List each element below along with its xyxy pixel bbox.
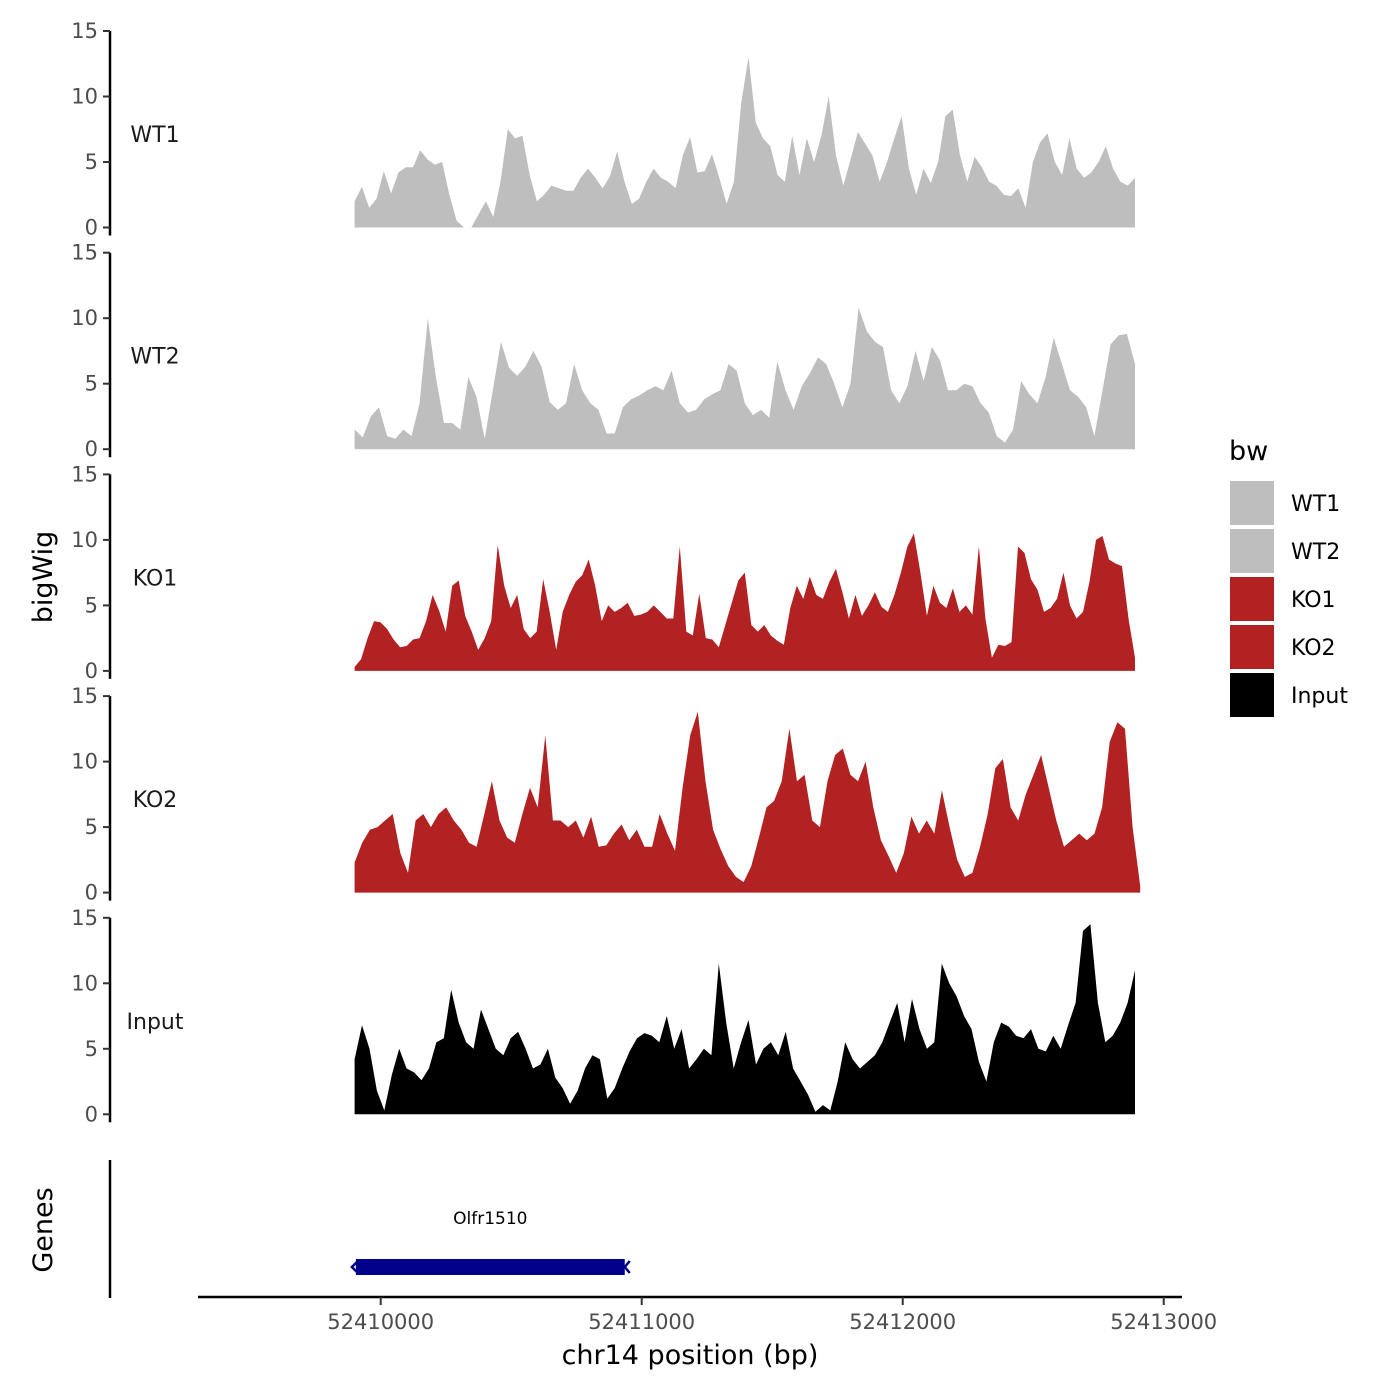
x-tick-label: 52413000 (1110, 1310, 1217, 1334)
y-tick-label: 5 (85, 593, 98, 617)
x-axis: 52410000 52411000 52412000 52413000 (198, 1295, 1217, 1334)
gene-strand-arrow (350, 1260, 359, 1274)
y-tick-label: 0 (85, 1102, 98, 1126)
gene-body-olfr1510 (355, 1259, 625, 1275)
track-label-wt1: WT1 (130, 123, 179, 148)
legend-title: bw (1229, 436, 1268, 467)
gene-end-mark (618, 1260, 631, 1274)
y-tick-label: 10 (71, 750, 98, 774)
y-tick-label: 10 (71, 971, 98, 995)
y-tick-label: 0 (85, 659, 98, 683)
legend-key-input (1228, 671, 1276, 719)
x-tick-label: 52411000 (588, 1310, 695, 1334)
legend: bw WT1 WT2 KO1 KO2 Input (1228, 436, 1348, 719)
track-label-ko1: KO1 (133, 566, 178, 591)
track-wt2: 0 5 10 15 WT2 (71, 241, 1136, 461)
y-tick-label: 5 (85, 1037, 98, 1061)
gene-track: Olfr1510 (108, 1160, 631, 1298)
legend-label-wt2: WT2 (1291, 540, 1340, 565)
x-tick-label: 52412000 (849, 1310, 956, 1334)
y-tick-label: 15 (71, 684, 98, 708)
y-axis-title: bigWig (28, 531, 59, 624)
y-tick-label: 0 (85, 216, 98, 240)
y-tick-label: 0 (85, 437, 98, 461)
y-tick-label: 10 (71, 528, 98, 552)
y-tick-label: 5 (85, 372, 98, 396)
legend-label-ko2: KO2 (1291, 636, 1336, 661)
y-tick-label: 15 (71, 462, 98, 486)
gene-olfr1510: Olfr1510 (350, 1209, 631, 1275)
bigwig-tracks: 0 5 10 15 WT1 0 5 10 15 WT2 0 5 10 15 KO1 0 5 10 15 KO2 0 5 10… (71, 19, 1141, 1126)
legend-key-wt1 (1228, 479, 1276, 527)
track-area-ko1 (354, 533, 1136, 671)
x-tick-label: 52410000 (327, 1310, 434, 1334)
legend-key-wt2 (1228, 527, 1276, 575)
track-ko1: 0 5 10 15 KO1 (71, 462, 1136, 683)
y-tick-label: 10 (71, 306, 98, 330)
y-tick-label: 15 (71, 19, 98, 43)
track-label-ko2: KO2 (133, 788, 178, 813)
y-tick-label: 15 (71, 241, 98, 265)
legend-label-ko1: KO1 (1291, 588, 1336, 613)
gene-label-olfr1510: Olfr1510 (453, 1209, 527, 1229)
legend-label-input: Input (1291, 684, 1348, 709)
track-area-input (354, 924, 1136, 1115)
track-ko2: 0 5 10 15 KO2 (71, 684, 1141, 905)
track-area-wt2 (354, 307, 1136, 450)
x-axis-title: chr14 position (bp) (562, 1340, 819, 1371)
y-tick-label: 0 (85, 881, 98, 905)
y-tick-label: 10 (71, 85, 98, 109)
y-tick-label: 15 (71, 906, 98, 930)
legend-key-ko1 (1228, 575, 1276, 623)
legend-label-wt1: WT1 (1291, 492, 1340, 517)
track-area-ko2 (354, 711, 1141, 893)
track-input: 0 5 10 15 Input (71, 906, 1136, 1126)
legend-key-ko2 (1228, 623, 1276, 671)
track-label-wt2: WT2 (130, 345, 179, 370)
track-wt1: 0 5 10 15 WT1 (71, 19, 1136, 240)
gene-axis-title: Genes (28, 1187, 59, 1272)
y-tick-label: 5 (85, 150, 98, 174)
track-label-input: Input (127, 1010, 184, 1035)
track-area-wt1 (354, 57, 1136, 228)
y-tick-label: 5 (85, 815, 98, 839)
